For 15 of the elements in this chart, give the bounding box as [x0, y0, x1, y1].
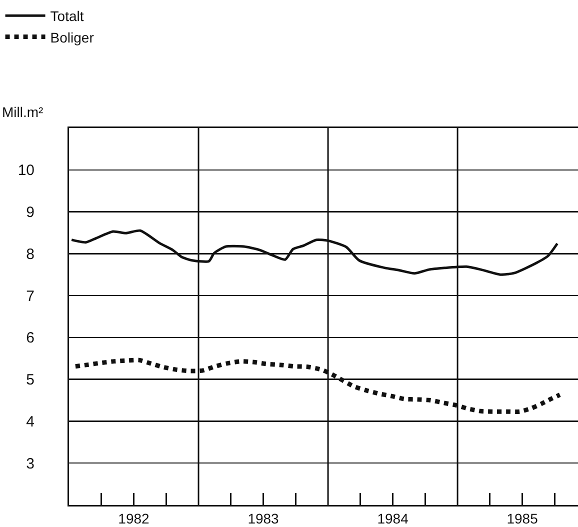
x-tick-label: 1985 — [506, 510, 538, 526]
y-axis-title: Mill.m² — [2, 104, 44, 120]
y-tick-label: 9 — [26, 204, 34, 222]
x-tick-label: 1982 — [118, 510, 150, 526]
y-tick-label: 3 — [26, 455, 34, 472]
y-tick-label: 6 — [26, 330, 34, 347]
legend-label: Totalt — [50, 8, 84, 24]
y-tick-label: 7 — [26, 288, 34, 305]
y-tick-label: 10 — [18, 162, 34, 180]
legend-label: Boliger — [50, 29, 94, 46]
x-tick-label: 1983 — [248, 510, 280, 526]
y-tick-label: 4 — [26, 413, 34, 430]
y-tick-label: 5 — [26, 372, 34, 389]
x-tick-label: 1984 — [377, 510, 409, 526]
y-tick-label: 8 — [26, 246, 34, 263]
